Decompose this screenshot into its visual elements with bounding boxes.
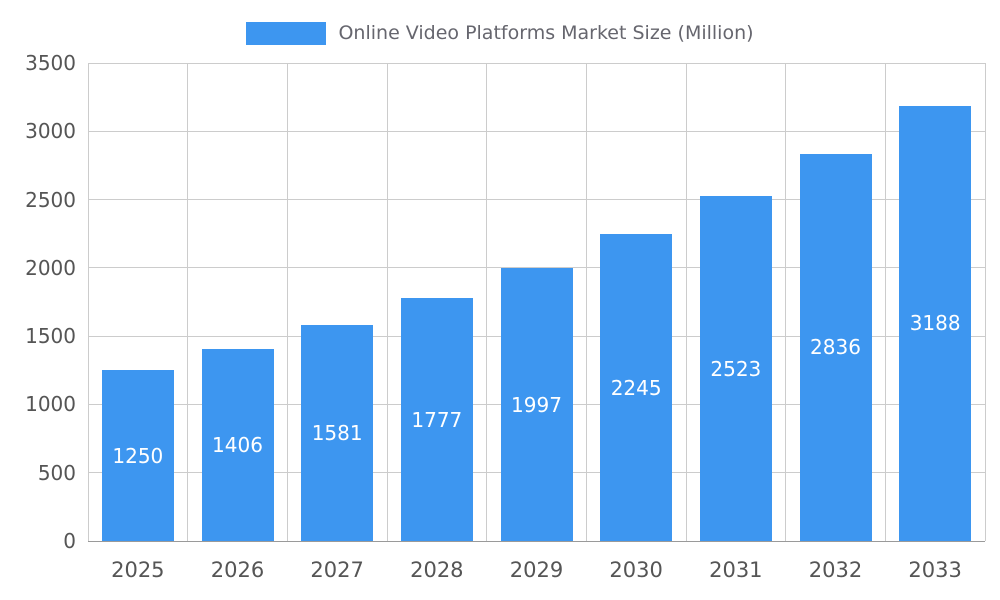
y-gridline <box>88 130 985 132</box>
chart-legend: Online Video Platforms Market Size (Mill… <box>0 18 1000 48</box>
x-gridline <box>386 63 388 541</box>
bar[interactable] <box>799 153 872 541</box>
y-axis-tick-label: 2000 <box>25 255 76 280</box>
x-axis-tick-label: 2033 <box>908 558 962 582</box>
bar-value-label: 2245 <box>610 375 662 400</box>
x-axis-tick-label: 2025 <box>111 558 165 582</box>
y-axis-tick-label: 3500 <box>25 51 76 75</box>
y-gridline <box>88 267 985 269</box>
x-axis-tick-label: 2029 <box>509 558 564 582</box>
bar[interactable] <box>699 196 772 541</box>
bar-value-label: 1581 <box>311 421 363 446</box>
y-gridline <box>88 540 985 542</box>
x-gridline <box>685 63 687 541</box>
bar-value-label: 2836 <box>810 335 861 360</box>
bar[interactable] <box>201 348 274 541</box>
x-gridline <box>187 63 189 541</box>
x-axis-tick-label: 2032 <box>808 558 863 582</box>
y-axis-tick-label: 1500 <box>25 324 76 349</box>
x-gridline <box>785 63 787 541</box>
y-axis-tick-label: 500 <box>37 460 76 485</box>
bar-value-label: 1997 <box>511 392 562 417</box>
bar[interactable] <box>301 325 374 541</box>
x-gridline <box>87 63 89 541</box>
bar-value-label: 1777 <box>411 407 463 432</box>
x-axis-tick-label: 2027 <box>310 558 364 582</box>
bar-value-label: 1406 <box>212 432 263 457</box>
x-axis-tick-label: 2031 <box>709 558 763 582</box>
x-gridline <box>286 63 288 541</box>
x-axis-tick-label: 2026 <box>210 558 265 582</box>
bar[interactable] <box>101 370 174 541</box>
x-axis-tick-label: 2030 <box>609 558 663 582</box>
bar[interactable] <box>600 234 673 541</box>
chart-title: Online Video Platforms Market Size (Mill… <box>338 22 754 44</box>
x-axis-tick-label: 2028 <box>410 558 464 582</box>
y-gridline <box>88 62 985 64</box>
legend-swatch <box>246 21 327 45</box>
y-gridline <box>88 199 985 201</box>
bar[interactable] <box>899 105 972 541</box>
x-gridline <box>984 63 986 541</box>
y-axis-tick-label: 3000 <box>25 119 76 144</box>
x-gridline <box>884 63 886 541</box>
bar[interactable] <box>500 268 573 541</box>
bar-value-label: 3188 <box>909 311 961 336</box>
y-axis-tick-label: 0 <box>63 529 76 553</box>
x-gridline <box>486 63 488 541</box>
x-gridline <box>585 63 587 541</box>
bar[interactable] <box>400 298 473 541</box>
y-axis-tick-label: 1000 <box>25 392 76 417</box>
y-axis-tick-label: 2500 <box>25 187 76 212</box>
bar-value-label: 2523 <box>710 356 762 381</box>
bar-value-label: 1250 <box>112 443 164 468</box>
